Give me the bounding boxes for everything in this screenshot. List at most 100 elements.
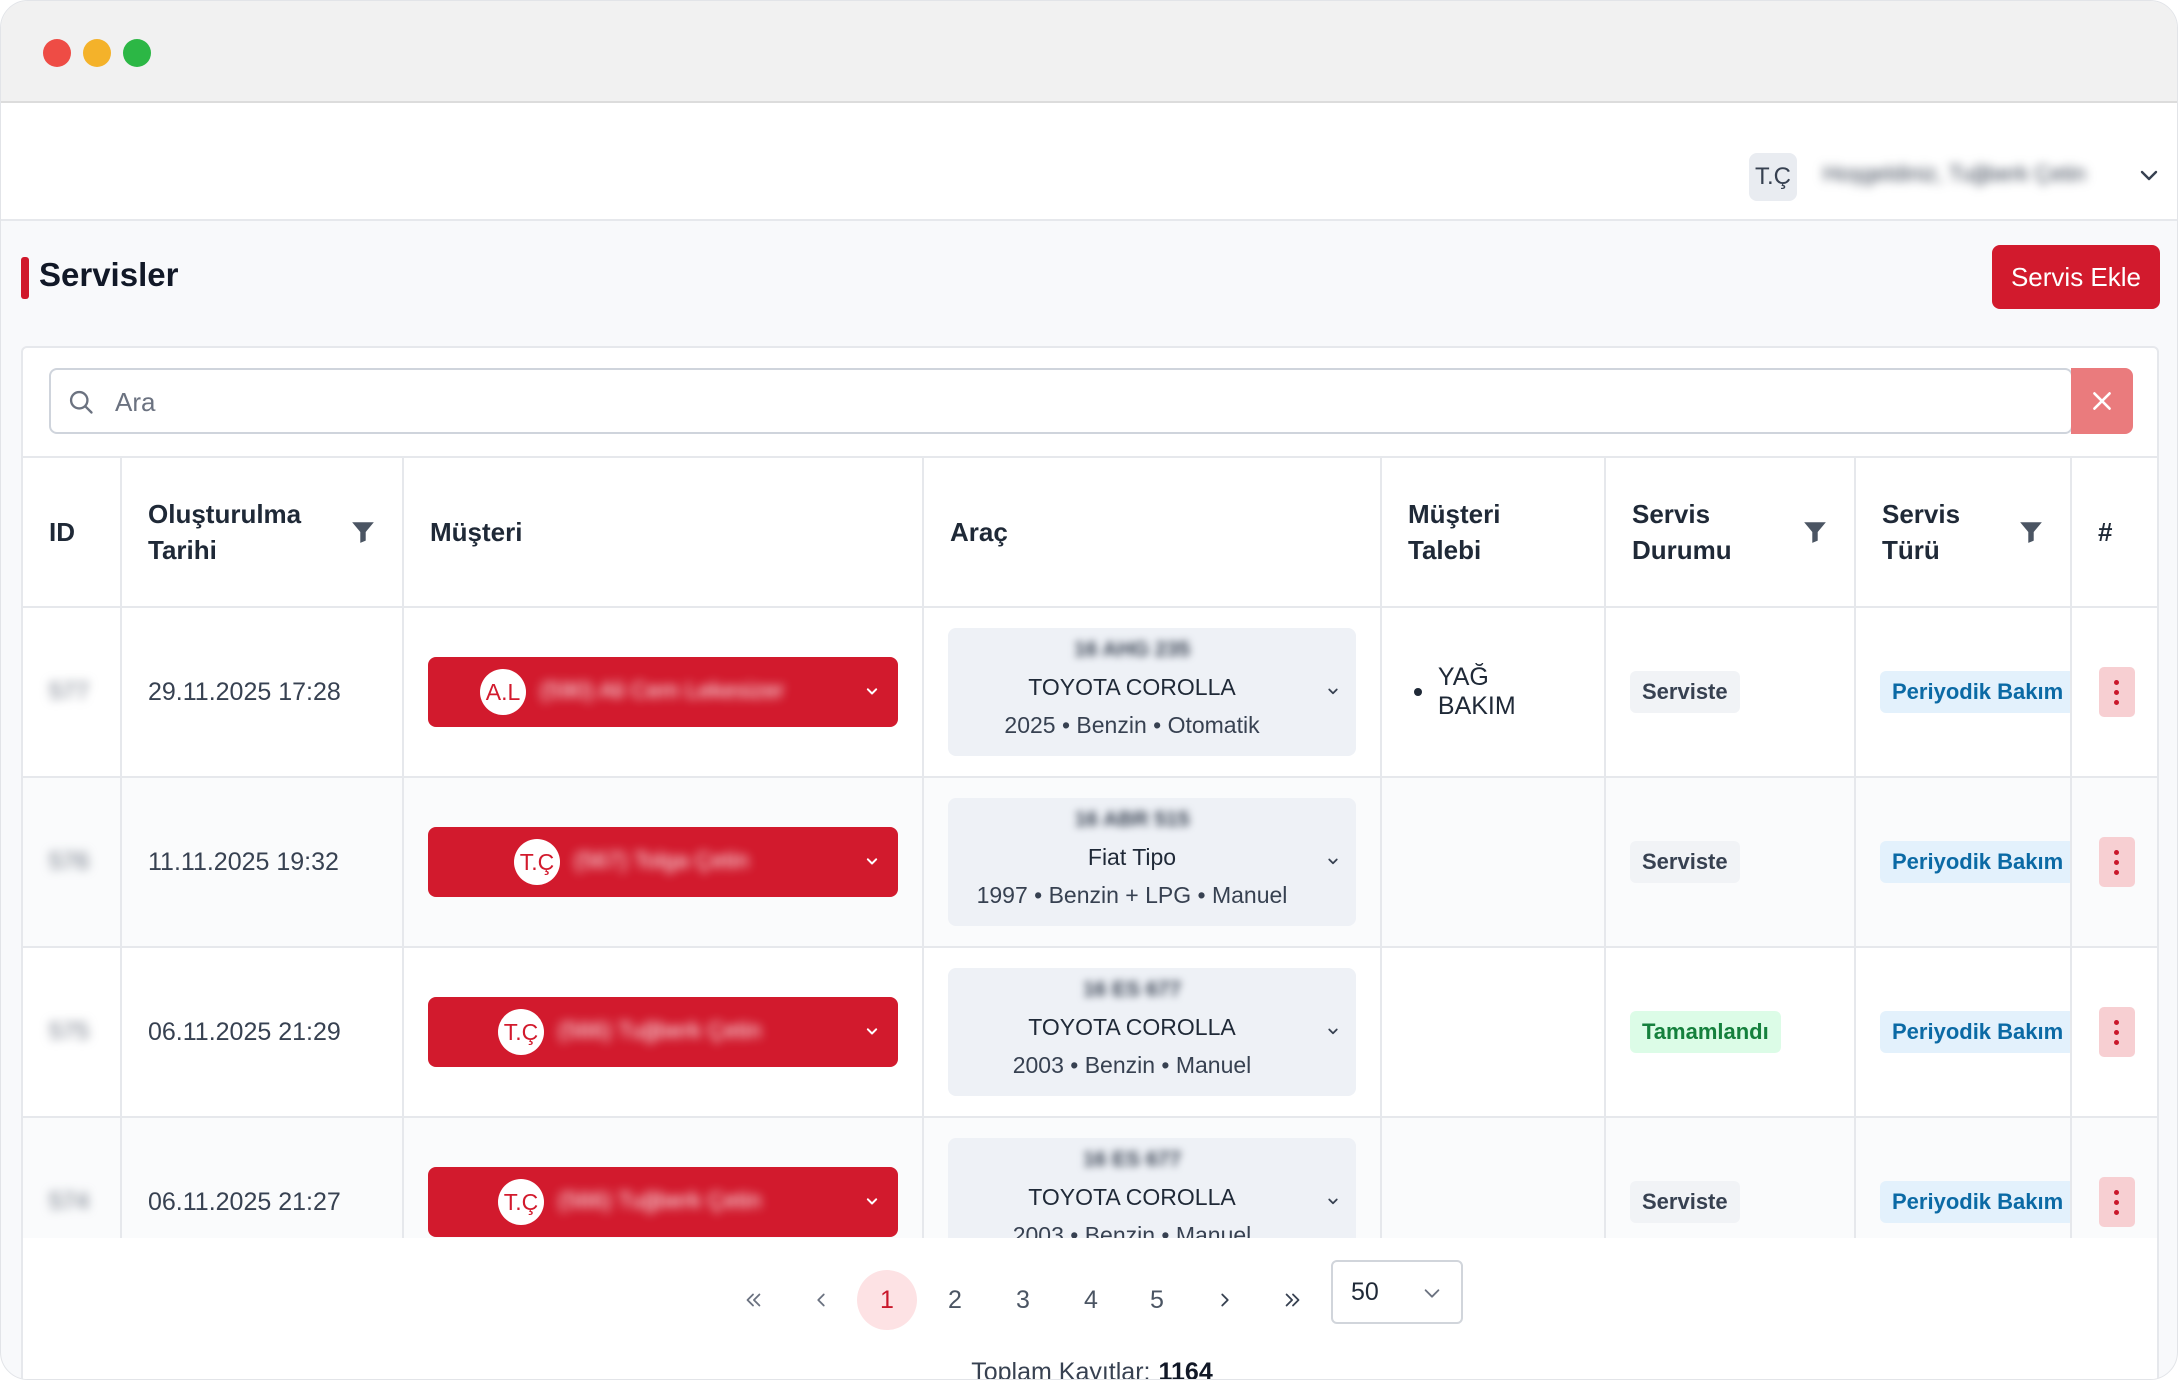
cell-customer: T.Ç (566) Tuğberk Çetin (403, 1117, 924, 1238)
cell-vehicle: 16 ABR 515 Fiat Tipo 1997 • Benzin + LPG… (923, 777, 1382, 948)
row-menu-button[interactable] (2098, 837, 2135, 887)
page-button-2[interactable]: 2 (948, 1285, 962, 1314)
page-button-1[interactable]: 1 (857, 1270, 917, 1330)
vehicle-specs: 2003 • Benzin • Manuel (1012, 1052, 1252, 1078)
cell-created: 29.11.2025 17:28 (121, 607, 404, 778)
vehicle-model: TOYOTA COROLLA (1028, 1014, 1236, 1040)
column-header-actions: # (2071, 456, 2157, 608)
pagination: 1 2 3 4 5 50 Toplam Kayıtlar: 1164 (23, 1238, 2157, 1379)
double-chevron-left-icon (746, 1293, 761, 1307)
cell-status: Serviste (1605, 1117, 1856, 1238)
row-menu-button[interactable] (2098, 667, 2135, 717)
table-row: 574 06.11.2025 21:27 T.Ç (566) Tuğberk Ç… (23, 1117, 2157, 1238)
column-header-type: Servis Türü (1855, 456, 2072, 608)
chevron-down-icon[interactable] (2137, 163, 2161, 187)
cell-type: Periyodik Bakım (1855, 777, 2072, 948)
row-menu-button[interactable] (2098, 1007, 2135, 1057)
cell-request (1381, 777, 1606, 948)
vehicle-plate: 16 AHG 235 (1074, 638, 1190, 661)
vehicle-plate: 16 ABR 515 (1074, 808, 1190, 831)
cell-id: 576 (23, 777, 122, 948)
row-id: 576 (49, 848, 90, 875)
filter-icon[interactable] (350, 518, 376, 546)
page-button-4[interactable]: 4 (1084, 1285, 1098, 1314)
customer-dropdown[interactable]: A.L (590) Ali Cem Lekesizer (428, 657, 898, 727)
customer-name: (566) Tuğberk Çetin (558, 1017, 762, 1043)
services-table: ID Oluşturulma Tarihi Müşteri Araç Müşte… (23, 456, 2157, 1238)
table-row: 576 11.11.2025 19:32 T.Ç (567) Tolga Çet… (23, 777, 2157, 948)
user-avatar[interactable]: T.Ç (1749, 153, 1797, 201)
cell-request (1381, 1117, 1606, 1238)
service-type-badge: Periyodik Bakım (1880, 671, 2069, 713)
table-row: 577 29.11.2025 17:28 A.L (590) Ali Cem L… (23, 607, 2157, 778)
column-header-label: Servis Durumu (1632, 499, 1732, 565)
vehicle-plate: 16 ES 677 (1082, 978, 1182, 1001)
customer-dropdown[interactable]: T.Ç (567) Tolga Çetin (428, 827, 898, 897)
customer-avatar: T.Ç (514, 839, 560, 885)
column-header-label: Servis Türü (1882, 499, 1961, 565)
vehicle-dropdown[interactable]: 16 ES 677 TOYOTA COROLLA 2003 • Benzin •… (948, 1138, 1356, 1238)
close-icon (2093, 392, 2111, 410)
previous-page-button[interactable] (791, 1270, 851, 1330)
cell-actions (2071, 947, 2157, 1118)
column-header-status: Servis Durumu (1605, 456, 1856, 608)
cell-id: 577 (23, 607, 122, 778)
vehicle-model: TOYOTA COROLLA (1028, 674, 1236, 700)
table-viewport[interactable]: ID Oluşturulma Tarihi Müşteri Araç Müşte… (23, 348, 2157, 1238)
cell-customer: A.L (590) Ali Cem Lekesizer (403, 607, 924, 778)
column-header-label: # (2098, 517, 2113, 547)
vehicle-plate: 16 ES 677 (1082, 1148, 1182, 1171)
status-badge: Serviste (1630, 671, 1740, 713)
double-chevron-right-icon (1285, 1293, 1300, 1307)
cell-type: Periyodik Bakım (1855, 1117, 2072, 1238)
column-header-label: ID (49, 517, 75, 547)
clear-search-button[interactable] (2071, 368, 2133, 434)
filter-icon[interactable] (2018, 518, 2044, 546)
maximize-window-button[interactable] (123, 39, 151, 67)
vehicle-specs: 2003 • Benzin • Manuel (1012, 1222, 1252, 1238)
chevron-left-icon (817, 1293, 825, 1307)
cell-request: YAĞ BAKIM (1381, 607, 1606, 778)
table-row: 575 06.11.2025 21:29 T.Ç (566) Tuğberk Ç… (23, 947, 2157, 1118)
filter-icon[interactable] (1802, 518, 1828, 546)
row-menu-button[interactable] (2098, 1177, 2135, 1227)
vehicle-dropdown[interactable]: 16 ABR 515 Fiat Tipo 1997 • Benzin + LPG… (948, 798, 1356, 926)
cell-id: 574 (23, 1117, 122, 1238)
page-size-select[interactable]: 50 (1331, 1260, 1463, 1324)
first-page-button[interactable] (723, 1270, 783, 1330)
service-type-badge: Periyodik Bakım (1880, 841, 2069, 883)
column-header-id: ID (23, 456, 122, 608)
cell-created: 11.11.2025 19:32 (121, 777, 404, 948)
page-button-5[interactable]: 5 (1150, 1285, 1164, 1314)
last-page-button[interactable] (1263, 1270, 1323, 1330)
cell-status: Serviste (1605, 607, 1856, 778)
chevron-down-icon (1328, 1028, 1338, 1035)
vehicle-specs: 2025 • Benzin • Otomatik (1004, 712, 1260, 738)
column-header-label: Oluşturulma Tarihi (148, 499, 302, 565)
cell-status: Serviste (1605, 777, 1856, 948)
column-header-created: Oluşturulma Tarihi (121, 456, 404, 608)
chevron-down-icon (866, 688, 878, 695)
status-badge: Tamamlandı (1630, 1011, 1781, 1053)
minimize-window-button[interactable] (83, 39, 111, 67)
add-service-button[interactable]: Servis Ekle (1992, 245, 2160, 309)
customer-dropdown[interactable]: T.Ç (566) Tuğberk Çetin (428, 997, 898, 1067)
cell-created: 06.11.2025 21:29 (121, 947, 404, 1118)
customer-dropdown[interactable]: T.Ç (566) Tuğberk Çetin (428, 1167, 898, 1237)
search-input[interactable] (113, 370, 2017, 434)
cell-status: Tamamlandı (1605, 947, 1856, 1118)
row-id: 574 (49, 1188, 90, 1215)
close-window-button[interactable] (43, 39, 71, 67)
vehicle-dropdown[interactable]: 16 AHG 235 TOYOTA COROLLA 2025 • Benzin … (948, 628, 1356, 756)
page-button-3[interactable]: 3 (1016, 1285, 1030, 1314)
next-page-button[interactable] (1195, 1270, 1255, 1330)
bullet-icon (1414, 688, 1422, 696)
vehicle-model: TOYOTA COROLLA (1028, 1184, 1236, 1210)
user-greeting[interactable]: Hoşgeldiniz, Tuğberk Çetin (1823, 161, 2086, 186)
vehicle-dropdown[interactable]: 16 ES 677 TOYOTA COROLLA 2003 • Benzin •… (948, 968, 1356, 1096)
page-size-value: 50 (1351, 1277, 1379, 1306)
row-id: 575 (49, 1018, 90, 1045)
chevron-right-icon (1221, 1293, 1229, 1307)
cell-vehicle: 16 ES 677 TOYOTA COROLLA 2003 • Benzin •… (923, 947, 1382, 1118)
chevron-down-icon (866, 858, 878, 865)
